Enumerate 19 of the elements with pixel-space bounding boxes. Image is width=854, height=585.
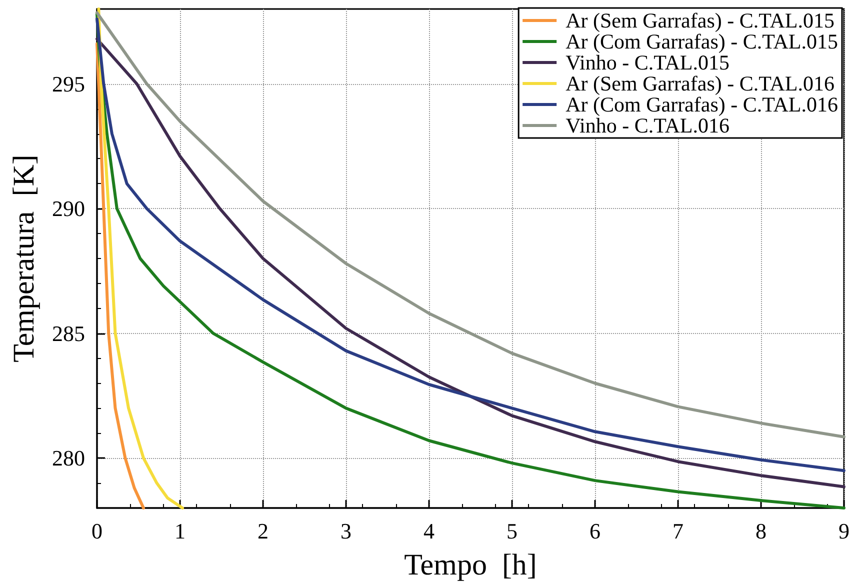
x-tick-label: 4 xyxy=(424,518,434,544)
y-tick-label: 290 xyxy=(52,196,85,222)
x-tick-label: 9 xyxy=(838,518,850,544)
x-tick-label: 5 xyxy=(506,518,518,544)
legend-label: Ar (Sem Garrafas) - C.TAL.015 xyxy=(566,8,834,32)
x-tick-label: 0 xyxy=(92,518,102,544)
y-tick-label: 280 xyxy=(52,446,85,471)
x-tick-label: 8 xyxy=(756,518,766,544)
x-axis-title: Tempo [h] xyxy=(404,548,537,582)
line-series xyxy=(96,42,145,510)
x-tick-label: 7 xyxy=(672,518,684,544)
x-tick-label: 6 xyxy=(590,518,600,544)
x-tick-label: 1 xyxy=(174,518,186,544)
legend-label: Ar (Sem Garrafas) - C.TAL.016 xyxy=(566,72,834,96)
x-tick-label: 2 xyxy=(258,518,268,544)
y-axis-title: Temperatura [K] xyxy=(8,154,40,362)
x-tick-label: 3 xyxy=(340,518,352,544)
y-tick-label: 285 xyxy=(52,320,85,346)
y-tick-label: 295 xyxy=(52,71,85,96)
